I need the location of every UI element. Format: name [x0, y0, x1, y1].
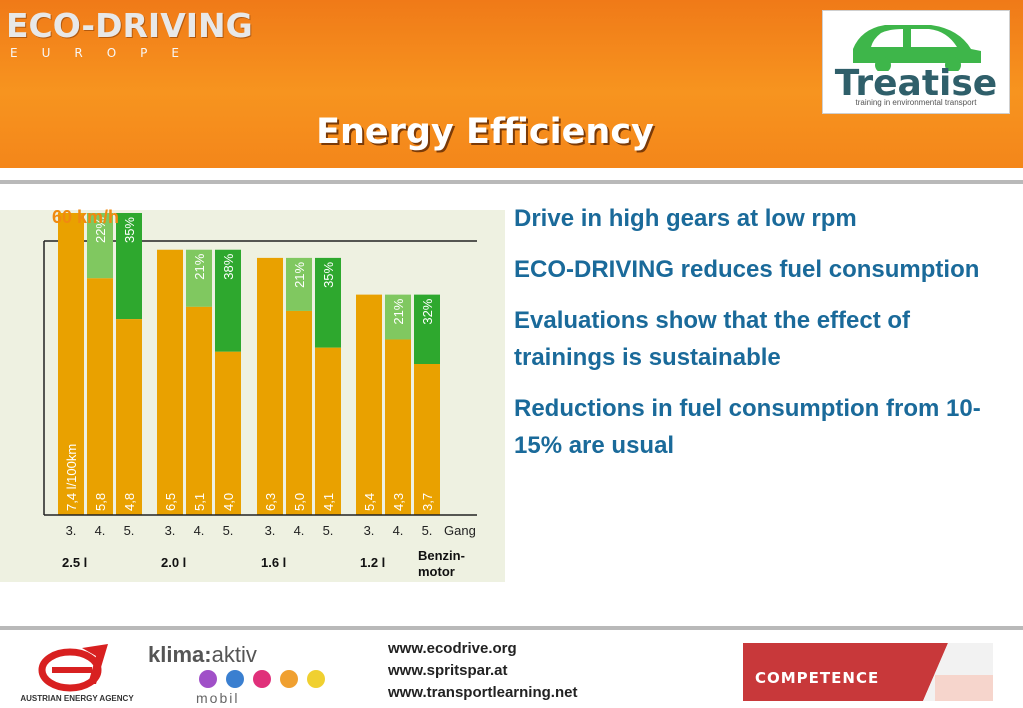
saving-percent-label: 38% — [221, 253, 236, 279]
bar — [157, 249, 183, 515]
saving-percent-label: 21% — [292, 261, 307, 287]
bar — [58, 213, 84, 515]
engine-axis-label: motor — [418, 564, 455, 579]
gear-tick-label: 4. — [95, 523, 106, 538]
bar-value-label: 7,4 l/100km — [64, 444, 79, 511]
saving-segment-5th-gear — [116, 213, 142, 320]
fuel-consumption-chart: 7,4 l/100km 3. 5,8 4. 4,8 5. 22% 35% 2.5 l 6,5 3. 5… — [43, 213, 477, 579]
gear-tick-label: 5. — [124, 523, 135, 538]
saving-percent-label: 21% — [192, 253, 207, 279]
bar — [87, 278, 113, 515]
saving-percent-label: 21% — [391, 298, 406, 324]
url-link[interactable]: www.spritspar.at — [388, 662, 508, 679]
bar — [356, 294, 382, 515]
agency-name: AUSTRIAN ENERGY AGENCY — [20, 694, 134, 703]
austrian-energy-agency-logo: AUSTRIAN ENERGY AGENCY — [12, 640, 142, 706]
saving-percent-label: 32% — [420, 298, 435, 324]
bar-value-label: 5,1 — [192, 493, 207, 511]
bar-value-label: 4,8 — [122, 493, 137, 511]
gear-tick-label: 5. — [223, 523, 234, 538]
saving-percent-label: 35% — [321, 261, 336, 287]
gear-tick-label: 3. — [265, 523, 276, 538]
competence-logo: COMPETENCE — [743, 643, 993, 701]
header-banner: ECO-DRIVING EUROPE Energy Efficiency Tre… — [0, 0, 1023, 168]
bar-value-label: 4,1 — [321, 493, 336, 511]
engine-size-label: 2.5 l — [62, 555, 87, 570]
saving-segment-5th-gear — [315, 257, 341, 348]
klima-aktiv-wordmark: klima:aktiv — [148, 642, 257, 667]
gear-tick-label: 3. — [364, 523, 375, 538]
url-list: www.ecodrive.org www.spritspar.at www.tr… — [388, 638, 577, 704]
saving-segment-4th-gear — [87, 213, 113, 279]
gear-tick-label: 3. — [165, 523, 176, 538]
bar — [385, 339, 411, 515]
bar — [286, 310, 312, 515]
gear-tick-label: 3. — [66, 523, 77, 538]
gear-tick-label: 5. — [422, 523, 433, 538]
bullet-item: Evaluations show that the effect of trai… — [514, 307, 911, 371]
competence-banner-icon — [743, 643, 993, 701]
energy-agency-icon — [38, 644, 108, 692]
klima-dot — [280, 670, 298, 688]
bullet-list: Drive in high gears at low rpm ECO-DRIVI… — [514, 200, 984, 478]
bar — [215, 351, 241, 515]
gear-tick-label: 5. — [323, 523, 334, 538]
url-link[interactable]: www.ecodrive.org — [388, 640, 517, 657]
gear-tick-label: 4. — [294, 523, 305, 538]
bar — [116, 319, 142, 515]
bar-value-label: 4,3 — [391, 493, 406, 511]
engine-size-label: 1.6 l — [261, 555, 286, 570]
saving-percent-label: 35% — [122, 217, 137, 243]
klima-aktiv-logo: klima:aktiv mobil — [148, 640, 338, 706]
engine-size-label: 1.2 l — [360, 555, 385, 570]
bar-value-label: 4,0 — [221, 493, 236, 511]
eco-driving-logo: ECO-DRIVING — [6, 6, 253, 45]
bar — [315, 347, 341, 515]
treatise-tagline: training in environmental transport — [855, 98, 977, 107]
bar-value-label: 3,7 — [420, 493, 435, 511]
bullet-item: Drive in high gears at low rpm — [514, 205, 857, 232]
engine-axis-label: Benzin- — [418, 548, 465, 563]
bar-value-label: 5,4 — [362, 493, 377, 511]
saving-segment-5th-gear — [414, 294, 440, 364]
treatise-wordmark: Treatise — [834, 63, 998, 104]
bar-value-label: 5,0 — [292, 493, 307, 511]
klima-dot — [199, 670, 217, 688]
chart-title: 60 km/h — [52, 207, 120, 227]
saving-segment-5th-gear — [215, 249, 241, 352]
saving-percent-label: 22% — [93, 217, 108, 243]
klima-dot — [307, 670, 325, 688]
klima-dot — [253, 670, 271, 688]
competence-wordmark: COMPETENCE — [755, 669, 880, 687]
gear-tick-label: 4. — [194, 523, 205, 538]
saving-segment-4th-gear — [385, 294, 411, 340]
colored-dots-icon — [199, 670, 325, 688]
bar-value-label: 6,5 — [163, 493, 178, 511]
bar-value-label: 5,8 — [93, 493, 108, 511]
bullet-item: Reductions in fuel consumption from 10-1… — [514, 395, 981, 459]
divider-bottom — [0, 626, 1023, 630]
saving-segment-4th-gear — [186, 249, 212, 307]
chart-panel: 7,4 l/100km 3. 5,8 4. 4,8 5. 22% 35% 2.5 l 6,5 3. 5… — [0, 210, 505, 582]
bar — [414, 364, 440, 515]
gear-axis-suffix: Gang — [444, 523, 476, 538]
car-icon — [853, 25, 981, 71]
bullet-item: ECO-DRIVING reduces fuel consumption — [514, 256, 980, 283]
divider-top — [0, 180, 1023, 184]
klima-mobil-label: mobil — [196, 690, 240, 706]
bar — [257, 257, 283, 515]
url-link[interactable]: www.transportlearning.net — [388, 684, 578, 701]
bar — [186, 306, 212, 515]
treatise-logo: Treatise training in environmental trans… — [822, 10, 1010, 114]
bar-value-label: 6,3 — [263, 493, 278, 511]
page-title: Energy Efficiency — [316, 112, 654, 152]
gear-tick-label: 4. — [393, 523, 404, 538]
engine-size-label: 2.0 l — [161, 555, 186, 570]
eco-driving-logo-subtitle: EUROPE — [10, 46, 203, 60]
klima-dot — [226, 670, 244, 688]
saving-segment-4th-gear — [286, 257, 312, 311]
